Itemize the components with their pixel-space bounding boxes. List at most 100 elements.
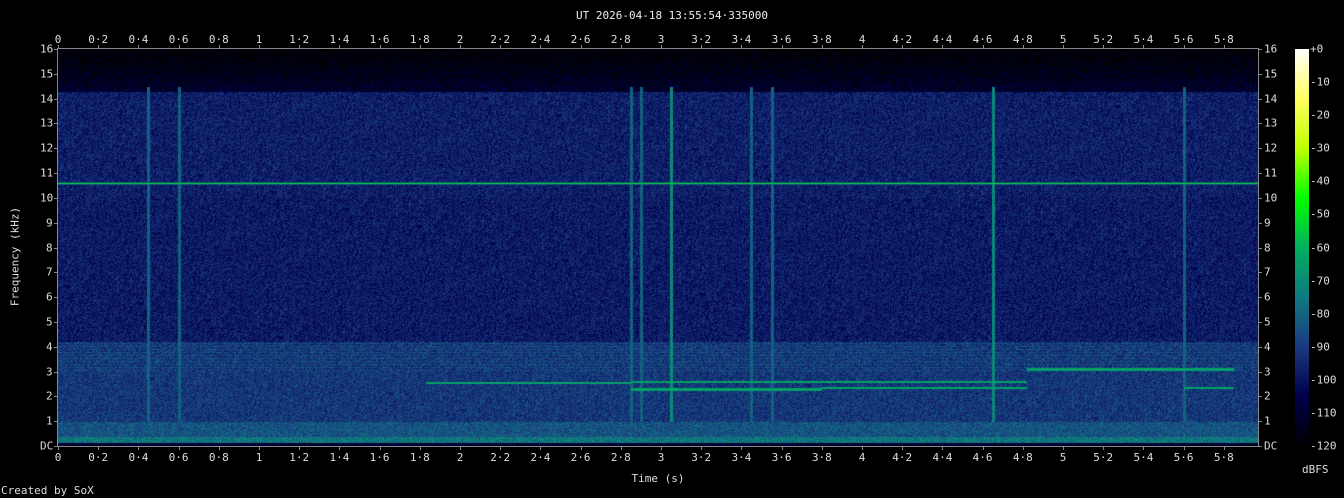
y-tick-label-right: 7 [1264,265,1271,279]
y-tick-right [1258,73,1262,75]
y-tick-label-left: 9 [46,216,53,230]
x-tick-bottom [98,446,100,450]
x-tick-bottom [218,446,220,450]
x-tick-bottom [1063,446,1064,450]
x-tick-bottom [1223,446,1225,450]
y-tick-left [54,49,58,50]
y-tick-label-right: 11 [1264,166,1278,180]
x-tick-top [259,45,260,49]
y-tick-left [54,396,58,398]
x-tick-label-bottom: 2·4 [530,451,551,464]
x-tick-label-top: 2·8 [610,33,631,46]
y-tick-label-left: 1 [46,414,53,428]
x-tick-bottom [339,446,341,450]
y-tick-right [1258,396,1262,398]
x-tick-label-top: 5·8 [1213,33,1234,46]
x-tick-top [218,45,220,49]
colorbar-tick-label: -40 [1310,174,1330,188]
colorbar-tick-label: -20 [1310,108,1330,122]
x-tick-label-bottom: 3 [657,451,665,464]
x-tick-label-top: 2·4 [530,33,551,46]
y-tick-label-left: DC [40,439,54,453]
x-tick-label-bottom: 0·2 [88,451,109,464]
footer-credit: Created by SoX [1,484,94,497]
y-tick-left [54,148,58,150]
y-tick-label-right: 6 [1264,290,1271,304]
y-tick-right [1258,173,1262,175]
x-tick-label-bottom: 1 [255,451,263,464]
x-tick-label-top: 3·6 [771,33,792,46]
x-tick-label-top: 2·6 [570,33,591,46]
y-tick-label-right: 16 [1264,42,1278,56]
x-tick-label-top: 0·4 [128,33,149,46]
x-tick-bottom [661,446,662,450]
y-tick-left [54,197,58,199]
x-tick-bottom [862,446,863,450]
y-tick-label-left: 8 [46,241,53,254]
x-tick-top [460,45,461,49]
y-tick-label-right: 8 [1264,241,1271,254]
y-tick-left [54,98,58,100]
x-tick-top [902,45,904,49]
x-tick-label-bottom: 2 [456,451,464,464]
y-tick-label-left: 6 [46,290,53,304]
x-tick-label-top: 1 [255,33,263,46]
x-tick-label-bottom: 1·6 [369,451,390,464]
x-tick-label-top: 2·2 [490,33,511,46]
y-tick-label-right: 10 [1264,191,1278,205]
x-tick-label-bottom: 4·8 [1012,451,1033,464]
x-tick-label-top: 1·8 [409,33,430,46]
y-tick-right [1258,297,1262,299]
colorbar-tick-label: -110 [1310,406,1337,420]
colorbar [1295,49,1309,446]
x-tick-top [138,45,140,49]
colorbar-tick-label: -70 [1310,274,1330,288]
x-tick-bottom [299,446,301,450]
x-tick-label-bottom: 4 [858,451,866,464]
y-tick-label-left: 3 [46,365,53,379]
x-tick-top [661,45,662,49]
y-tick-right [1258,371,1262,373]
colorbar-tick-label: -50 [1310,207,1330,221]
x-tick-label-top: 1·2 [289,33,310,46]
x-tick-top [339,45,341,49]
y-tick-right [1258,247,1262,249]
y-tick-label-left: 14 [40,92,54,106]
x-tick-label-bottom: 0 [54,451,62,464]
x-tick-top [781,45,783,49]
y-tick-label-left: 5 [46,315,53,329]
x-tick-label-top: 0 [54,33,62,46]
colorbar-tick-label: -90 [1310,340,1330,354]
x-tick-label-top: 0·2 [88,33,109,46]
y-tick-right [1258,321,1262,323]
x-tick-top [419,45,421,49]
y-tick-right [1258,346,1262,348]
x-tick-bottom [58,446,59,450]
x-tick-bottom [821,446,823,450]
y-tick-right [1258,446,1262,447]
x-tick-label-bottom: 4·4 [932,451,953,464]
x-tick-label-bottom: 4·2 [892,451,913,464]
y-tick-label-right: 14 [1264,92,1278,106]
x-tick-bottom [1103,446,1105,450]
x-tick-bottom [419,446,421,450]
x-tick-bottom [781,446,783,450]
x-tick-label-top: 0·6 [168,33,189,46]
x-tick-label-bottom: 5·2 [1093,451,1114,464]
y-tick-label-left: 7 [46,265,53,279]
x-tick-bottom [620,446,622,450]
x-tick-label-bottom: 2·2 [490,451,511,464]
x-tick-top [580,45,582,49]
colorbar-tick-label: -60 [1310,241,1330,254]
x-tick-label-top: 3·4 [731,33,752,46]
x-tick-bottom [1143,446,1145,450]
x-tick-bottom [178,446,180,450]
y-tick-left [54,421,58,423]
x-tick-bottom [1022,446,1024,450]
x-tick-bottom [982,446,984,450]
y-tick-label-right: 13 [1264,116,1278,130]
y-tick-label-left: 10 [40,191,54,205]
x-tick-bottom [460,446,461,450]
y-tick-left [54,222,58,224]
x-tick-top [299,45,301,49]
